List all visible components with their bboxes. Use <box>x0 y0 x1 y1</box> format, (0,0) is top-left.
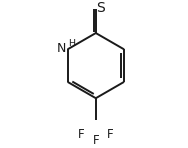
Text: F: F <box>78 128 84 141</box>
Text: H: H <box>69 39 76 48</box>
Text: F: F <box>107 128 114 141</box>
Text: F: F <box>92 134 99 147</box>
Text: N: N <box>57 42 66 55</box>
Text: S: S <box>96 1 105 15</box>
